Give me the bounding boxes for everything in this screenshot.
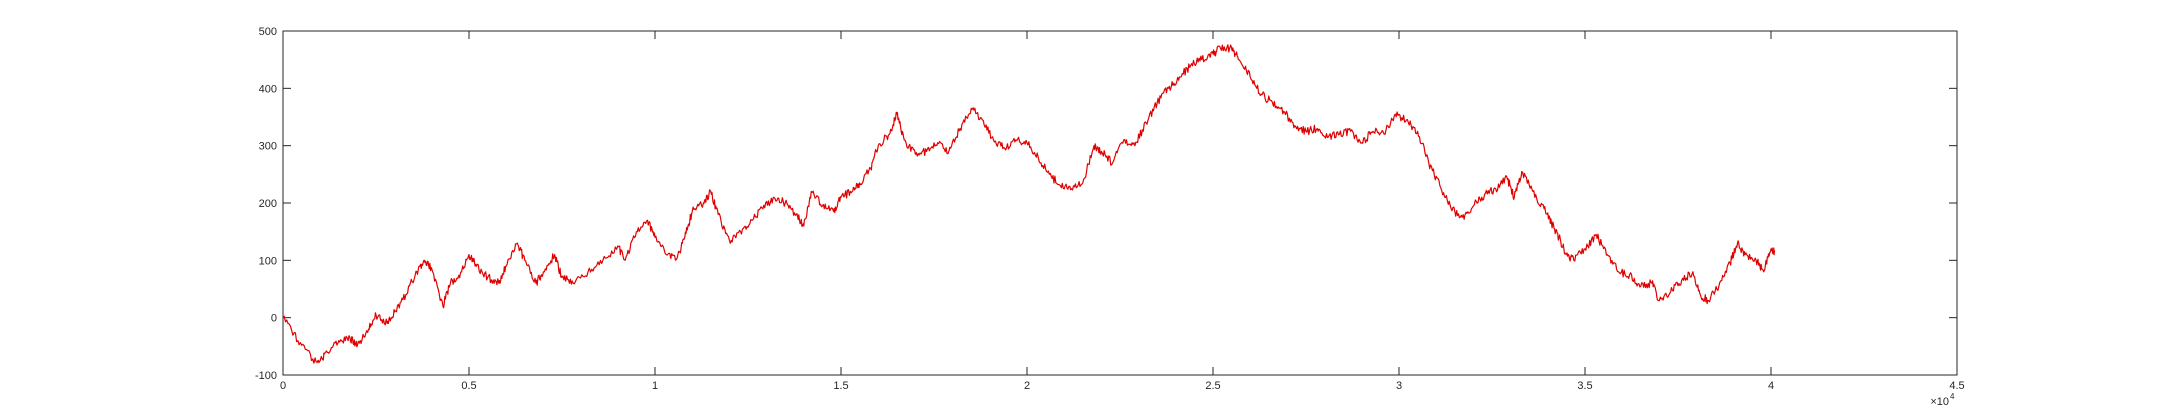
y-tick-label: 500 — [259, 26, 277, 38]
x-tick-label: 4 — [1768, 380, 1774, 392]
x-axis-exponent: ×10 — [1930, 396, 1949, 408]
x-tick-label: 2 — [1024, 380, 1030, 392]
x-tick-label: 1.5 — [833, 380, 848, 392]
x-tick-label: 0.5 — [461, 380, 476, 392]
x-tick-label: 0 — [280, 380, 286, 392]
y-axis-ticks: -100 0 100 200 300 400 500 — [255, 26, 1957, 382]
data-series-line — [282, 44, 1776, 364]
y-tick-label: 300 — [259, 141, 277, 153]
x-axis-exponent-power: 4 — [1950, 392, 1955, 401]
x-tick-label: 4.5 — [1949, 380, 1964, 392]
y-tick-label: 200 — [259, 198, 277, 210]
y-tick-label: 400 — [259, 83, 277, 95]
x-axis-ticks: 0 0.5 1 1.5 2 2.5 3 3.5 4 4.5 — [280, 31, 1965, 392]
y-tick-label: 0 — [271, 313, 277, 325]
plot-area — [282, 30, 1958, 376]
y-tick-label: -100 — [255, 370, 277, 382]
x-tick-label: 3 — [1396, 380, 1402, 392]
x-tick-label: 1 — [652, 380, 658, 392]
y-tick-label: 100 — [259, 255, 277, 267]
x-tick-label: 2.5 — [1205, 380, 1220, 392]
x-tick-label: 3.5 — [1577, 380, 1592, 392]
